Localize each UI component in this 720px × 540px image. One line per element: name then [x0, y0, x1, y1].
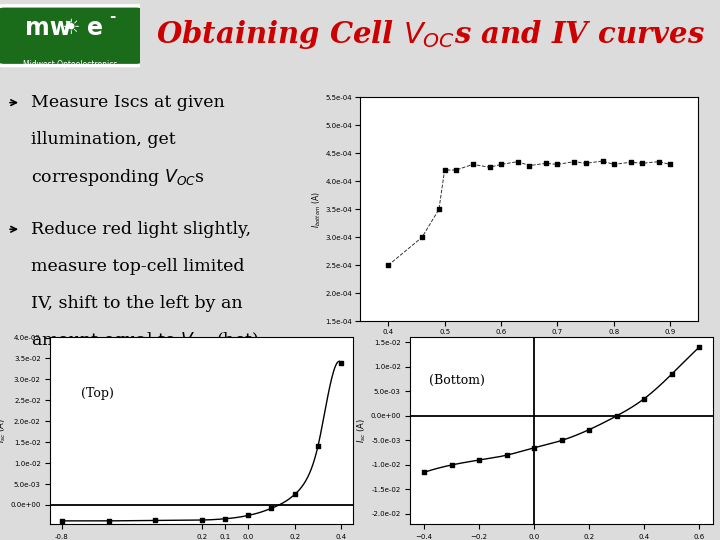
- Point: [693, 343, 705, 352]
- Text: (Bottom): (Bottom): [428, 374, 485, 387]
- Text: -: -: [109, 9, 116, 24]
- Point: [583, 426, 595, 434]
- Point: [416, 233, 428, 241]
- Point: [556, 436, 567, 445]
- Point: [418, 468, 430, 477]
- Text: Midwest Optoelectronics: Midwest Optoelectronics: [23, 59, 117, 69]
- Point: [467, 160, 479, 168]
- Text: e: e: [87, 16, 103, 40]
- Point: [665, 160, 676, 168]
- Point: [439, 166, 451, 174]
- Point: [666, 370, 678, 379]
- Point: [312, 442, 324, 451]
- Point: [219, 515, 230, 523]
- Point: [103, 517, 114, 525]
- Point: [266, 504, 277, 512]
- Point: [382, 261, 394, 269]
- Text: (Top): (Top): [81, 387, 114, 400]
- Point: [289, 490, 300, 499]
- Text: Measure Iscs at given: Measure Iscs at given: [32, 94, 225, 111]
- Point: [484, 163, 495, 172]
- Point: [495, 160, 507, 168]
- Point: [611, 411, 622, 420]
- Text: IV, shift to the left by an: IV, shift to the left by an: [32, 295, 243, 312]
- Point: [336, 359, 347, 367]
- Point: [433, 205, 445, 213]
- FancyBboxPatch shape: [0, 6, 143, 65]
- Point: [528, 443, 540, 452]
- Text: illumination, get: illumination, get: [32, 131, 176, 148]
- Point: [580, 159, 591, 167]
- Text: measure top-cell limited: measure top-cell limited: [32, 258, 245, 275]
- Text: mw: mw: [25, 16, 72, 40]
- Point: [473, 456, 485, 464]
- Point: [597, 157, 608, 165]
- Text: corresponding $V_{OC}$s: corresponding $V_{OC}$s: [32, 167, 205, 187]
- Text: amount equal to $V_{OC}$ (bot): amount equal to $V_{OC}$ (bot): [32, 330, 259, 352]
- Text: Obtaining Cell $\mathit{V_{OC}}$s and IV curves: Obtaining Cell $\mathit{V_{OC}}$s and IV…: [156, 18, 705, 51]
- Y-axis label: $I_{sc}$ (A): $I_{sc}$ (A): [0, 418, 7, 443]
- Point: [636, 159, 648, 167]
- Text: Reduce red light slightly,: Reduce red light slightly,: [32, 221, 251, 238]
- X-axis label: Red light intensity (Volt): Red light intensity (Volt): [482, 341, 576, 349]
- Point: [149, 516, 161, 525]
- Point: [608, 160, 620, 168]
- Point: [639, 394, 650, 403]
- Point: [446, 461, 457, 469]
- Text: ☀: ☀: [60, 18, 80, 38]
- Point: [450, 166, 462, 174]
- Y-axis label: $I_{sc}$ (A): $I_{sc}$ (A): [355, 418, 367, 443]
- Point: [512, 157, 523, 166]
- Point: [552, 160, 563, 168]
- Point: [540, 159, 552, 167]
- Point: [569, 157, 580, 166]
- Point: [625, 158, 636, 166]
- Point: [196, 516, 207, 524]
- Point: [653, 157, 665, 166]
- Point: [56, 517, 68, 525]
- Point: [523, 161, 535, 170]
- Y-axis label: $I_{bottom}$ (A): $I_{bottom}$ (A): [310, 191, 323, 228]
- Point: [501, 451, 513, 460]
- Point: [243, 511, 254, 519]
